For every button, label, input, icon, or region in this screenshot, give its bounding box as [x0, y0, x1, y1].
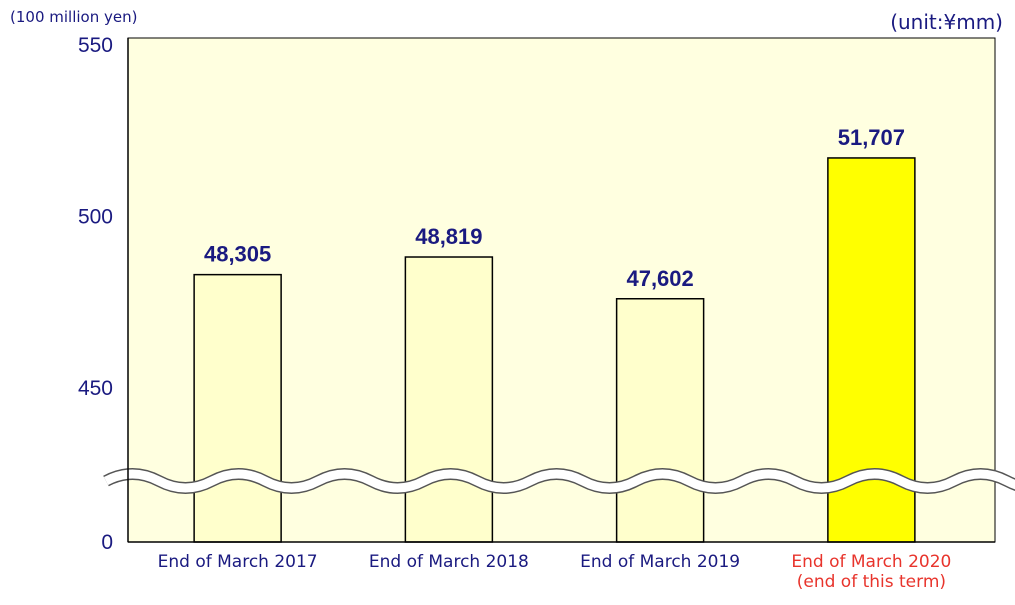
unit-note: (unit:¥mm) — [890, 10, 1003, 34]
y-tick-label: 450 — [78, 377, 113, 400]
x-tick-label: End of March 2018 — [369, 552, 529, 572]
bar — [404, 256, 494, 543]
x-tick-label: End of March 2017 — [158, 552, 318, 572]
y-axis-unit-label: (100 million yen) — [10, 8, 137, 26]
y-tick-labels: 0 450 500 550 — [78, 34, 113, 554]
axis-break — [103, 468, 1015, 494]
y-tick-label: 0 — [101, 531, 113, 554]
value-label: 48,819 — [415, 224, 482, 249]
x-tick-sublabel: (end of this term) — [797, 572, 946, 592]
y-tick-label: 550 — [78, 34, 113, 57]
x-tick-label: End of March 2019 — [580, 552, 740, 572]
labels: 48,305 End of March 2017 48,819 End of Marc… — [158, 125, 952, 592]
value-label: 51,707 — [838, 125, 905, 150]
bar — [615, 298, 705, 543]
value-label: 48,305 — [204, 242, 271, 267]
axis-break-band — [103, 469, 1015, 493]
y-tick-label: 500 — [78, 206, 113, 229]
x-tick-label: End of March 2020 — [791, 552, 951, 572]
bar — [193, 273, 282, 543]
value-label: 47,602 — [626, 266, 693, 291]
